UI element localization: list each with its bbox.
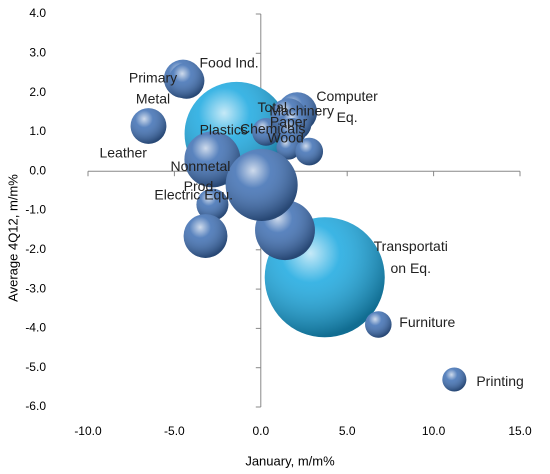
bubble-shine — [442, 367, 467, 392]
bubble-label: Computer — [316, 88, 378, 104]
y-tick-label: 3.0 — [29, 45, 46, 59]
bubble-shine — [168, 62, 205, 99]
bubble-shine — [225, 148, 298, 221]
bubble-label: Metal — [136, 91, 170, 107]
x-tick-label: -10.0 — [74, 424, 102, 438]
bubble-label: Prod. — [184, 178, 217, 194]
bubble-label: Food Ind. — [199, 55, 258, 71]
bubble-shine — [196, 188, 229, 221]
bubble-label: Machinery — [269, 103, 334, 119]
bubble-label: Electric Equ. — [154, 186, 233, 202]
y-tick-label: 0.0 — [29, 163, 46, 177]
y-tick-label: -1.0 — [25, 203, 46, 217]
bubble-label: Wood — [267, 129, 303, 145]
bubble-shine — [295, 137, 324, 166]
bubble-label: on Eq. — [390, 260, 430, 276]
bubble-label: Nonmetal — [170, 158, 230, 174]
bubble-label: Chemicals — [240, 121, 305, 137]
x-axis-title: January, m/m% — [245, 453, 335, 468]
bubble-shine — [276, 135, 301, 160]
bubble-shine — [184, 131, 241, 188]
y-tick-label: -3.0 — [25, 281, 46, 295]
bubble-shine — [365, 311, 392, 338]
bubble-label: Furniture — [399, 314, 455, 330]
y-tick-label: 4.0 — [29, 6, 46, 20]
x-tick-label: 5.0 — [339, 424, 356, 438]
x-tick-label: 15.0 — [508, 424, 532, 438]
y-tick-label: -2.0 — [25, 242, 46, 256]
bubble-label: Paper — [270, 114, 308, 130]
bubble-label: Eq. — [337, 109, 358, 125]
bubble-shine — [183, 214, 228, 258]
y-tick-label: -5.0 — [25, 360, 46, 374]
x-tick-label: 10.0 — [422, 424, 446, 438]
bubble-shine — [130, 108, 167, 144]
x-tick-label: 0.0 — [252, 424, 269, 438]
y-tick-label: -4.0 — [25, 321, 46, 335]
bubble-label: Primary — [129, 70, 177, 86]
y-axis-title: Average 4Q12, m/m% — [5, 174, 20, 302]
y-tick-label: -6.0 — [25, 399, 46, 413]
y-tick-label: 2.0 — [29, 85, 46, 99]
bubble-label: Total — [257, 99, 287, 115]
bubble-label: Transportati — [374, 238, 448, 254]
bubble-label: Plastics — [200, 122, 248, 138]
y-tick-label: 1.0 — [29, 124, 46, 138]
bubble-label: Leather — [99, 145, 147, 161]
x-tick-label: -5.0 — [164, 424, 185, 438]
bubble-label: Printing — [476, 373, 523, 389]
